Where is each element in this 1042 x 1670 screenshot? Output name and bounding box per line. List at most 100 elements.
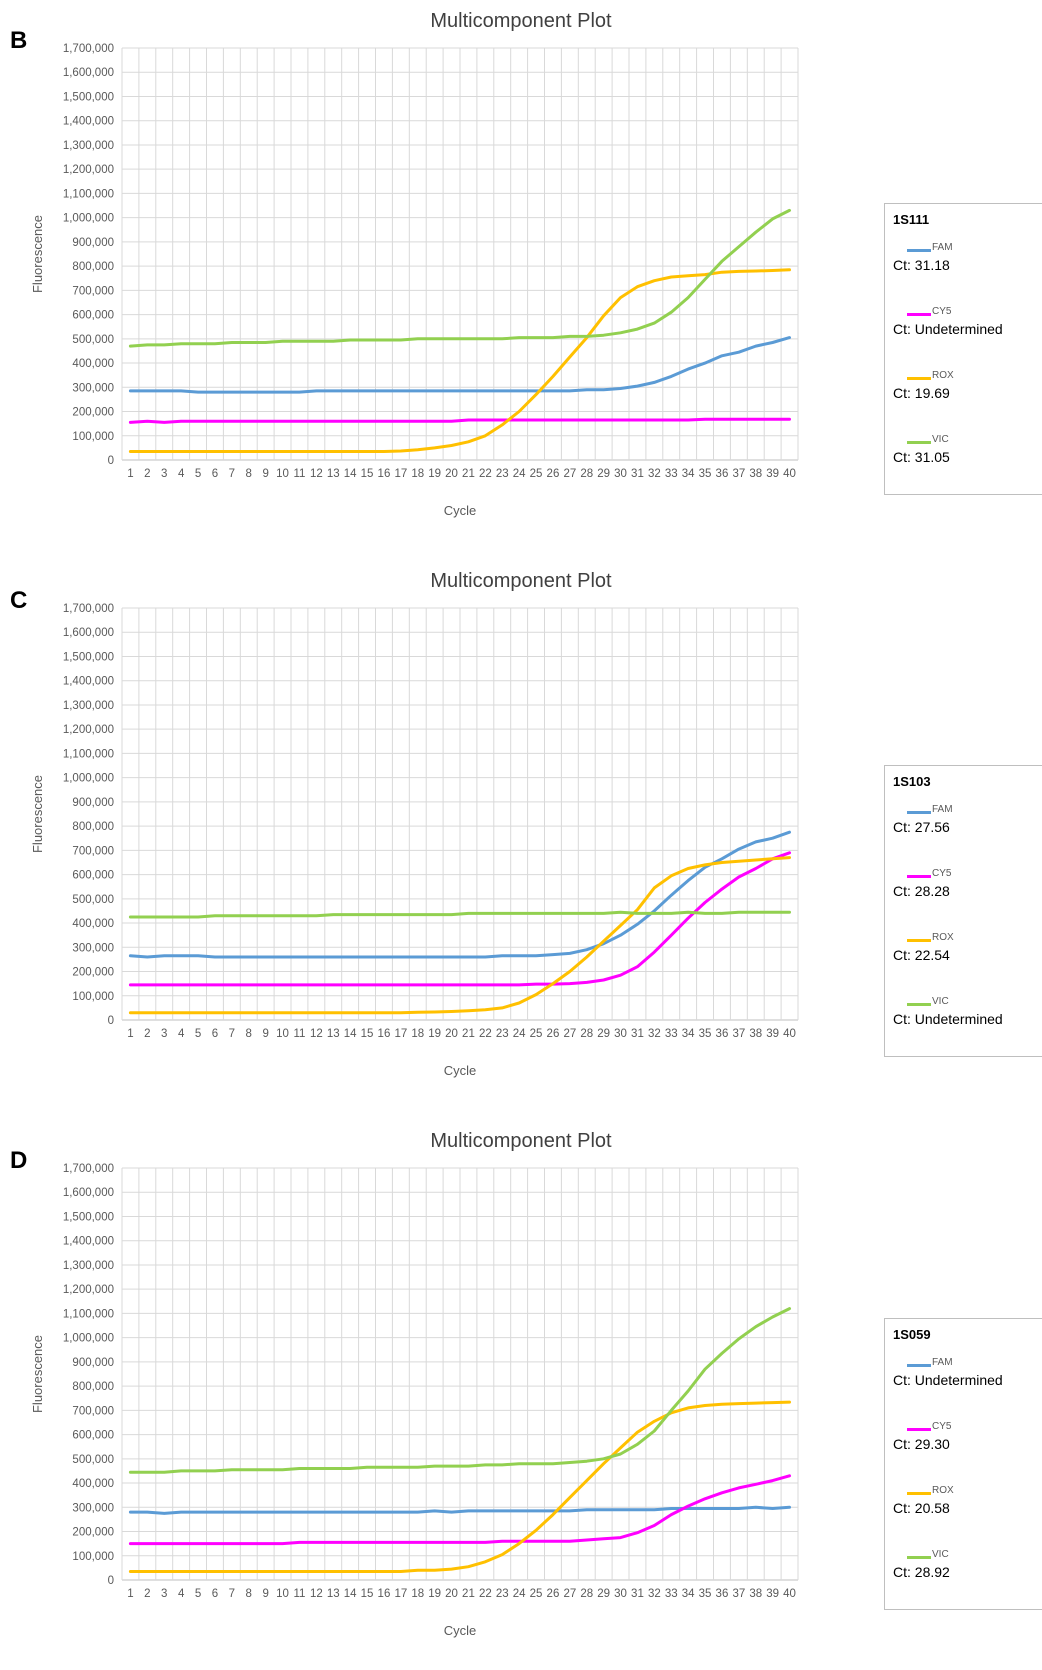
y-tick-label: 400,000	[72, 358, 114, 370]
legend-swatch-cy5	[907, 1428, 931, 1431]
x-tick-label: 40	[783, 468, 796, 480]
x-tick-label: 26	[547, 1028, 560, 1040]
legend-entry-fam: FAM Ct: Undetermined	[893, 1357, 1042, 1397]
x-tick-label: 36	[716, 1028, 729, 1040]
y-tick-label: 1,700,000	[63, 43, 114, 55]
legend-entry-vic: VIC Ct: Undetermined	[893, 996, 1042, 1036]
legend-swatch-cy5	[907, 313, 931, 316]
y-tick-label: 1,700,000	[63, 603, 114, 615]
x-tick-label: 6	[212, 1028, 218, 1040]
x-tick-label: 28	[580, 468, 593, 480]
legend-swatch-fam	[907, 811, 931, 814]
panel-letter: C	[10, 587, 28, 614]
y-axis-title: Fluorescence	[30, 215, 45, 293]
x-tick-label: 39	[766, 1028, 779, 1040]
x-tick-label: 38	[749, 1028, 762, 1040]
series-line-fam	[128, 336, 791, 394]
x-tick-label: 30	[614, 1028, 627, 1040]
y-tick-label: 900,000	[72, 237, 114, 249]
series-line-fam	[128, 1505, 791, 1515]
x-tick-label: 14	[344, 1028, 357, 1040]
x-tick-label: 29	[597, 1588, 610, 1600]
series-line-fam	[128, 830, 791, 959]
x-tick-label: 17	[394, 468, 407, 480]
x-tick-label: 25	[530, 1028, 543, 1040]
y-tick-label: 700,000	[72, 285, 114, 297]
x-tick-label: 11	[293, 1028, 305, 1040]
x-tick-label: 32	[648, 468, 661, 480]
y-tick-label: 1,100,000	[63, 188, 114, 200]
legend-entry-cy5: CY5 Ct: Undetermined	[893, 306, 1042, 346]
x-tick-label: 20	[445, 1588, 458, 1600]
legend-ct-value: Ct: 27.56	[893, 819, 950, 835]
x-tick-label: 34	[682, 1588, 695, 1600]
y-tick-label: 1,600,000	[63, 627, 114, 639]
x-tick-label: 15	[361, 1028, 374, 1040]
legend-label: ROX	[932, 370, 954, 381]
y-tick-label: 1,600,000	[63, 67, 114, 79]
gridlines	[121, 47, 799, 461]
legend-swatch-vic	[907, 1556, 931, 1559]
x-tick-label: 27	[563, 1028, 576, 1040]
x-tick-label: 40	[783, 1588, 796, 1600]
x-tick-label: 4	[178, 1028, 185, 1040]
x-tick-label: 39	[766, 468, 779, 480]
x-tick-label: 36	[716, 1588, 729, 1600]
x-tick-label: 27	[563, 1588, 576, 1600]
x-tick-label: 16	[378, 468, 391, 480]
x-tick-label: 16	[378, 1028, 391, 1040]
x-tick-label: 22	[479, 1588, 492, 1600]
y-tick-label: 100,000	[72, 991, 114, 1003]
x-tick-label: 1	[127, 1028, 133, 1040]
legend-label: ROX	[932, 1485, 954, 1496]
x-tick-label: 13	[327, 1588, 340, 1600]
x-tick-label: 12	[310, 468, 323, 480]
x-tick-label: 27	[563, 468, 576, 480]
legend-ct-value: Ct: 19.69	[893, 385, 950, 401]
x-tick-label: 23	[496, 1028, 509, 1040]
y-tick-label: 300,000	[72, 1502, 114, 1514]
x-tick-label: 26	[547, 1588, 560, 1600]
x-tick-label: 38	[749, 1588, 762, 1600]
series-line-rox	[128, 1400, 791, 1573]
x-tick-label: 39	[766, 1588, 779, 1600]
legend-ct-value: Ct: 28.28	[893, 883, 950, 899]
x-tick-label: 34	[682, 1028, 695, 1040]
x-tick-label: 14	[344, 468, 357, 480]
legend-sample-name: 1S111	[893, 212, 930, 227]
x-tick-label: 8	[246, 1588, 252, 1600]
legend-entry-vic: VIC Ct: 31.05	[893, 434, 1042, 474]
x-tick-label: 19	[428, 468, 441, 480]
legend-entry-fam: FAM Ct: 31.18	[893, 242, 1042, 282]
multicomponent-plot: 0 100,000 200,000 300,000 400,000 500,000 600,…	[30, 603, 799, 1078]
x-tick-label: 5	[195, 1588, 201, 1600]
y-tick-label: 900,000	[72, 797, 114, 809]
x-tick-label: 13	[327, 1028, 340, 1040]
x-tick-label: 7	[229, 468, 235, 480]
panel-c: C Multicomponent Plot 0 100,000 200,000 300…	[0, 560, 1042, 1100]
legend-entry-rox: ROX Ct: 20.58	[893, 1485, 1042, 1525]
x-tick-label: 11	[293, 468, 305, 480]
legend-label: ROX	[932, 932, 954, 943]
x-tick-label: 21	[462, 468, 475, 480]
panel-letter: B	[10, 27, 28, 54]
y-tick-label: 400,000	[72, 918, 114, 930]
legend-ct-value: Ct: 29.30	[893, 1436, 950, 1452]
x-tick-label: 20	[445, 1028, 458, 1040]
legend-ct-value: Ct: 31.18	[893, 257, 950, 273]
series-line-cy5	[128, 1474, 791, 1546]
y-tick-label: 1,500,000	[63, 91, 114, 103]
legend-label: CY5	[932, 1421, 952, 1432]
x-tick-label: 14	[344, 1588, 357, 1600]
y-tick-label: 1,300,000	[63, 140, 114, 152]
x-tick-label: 4	[178, 468, 185, 480]
y-tick-label: 0	[108, 455, 114, 467]
legend-swatch-vic	[907, 441, 931, 444]
legend-swatch-vic	[907, 1003, 931, 1006]
x-tick-label: 33	[665, 1588, 678, 1600]
x-tick-label: 26	[547, 468, 560, 480]
chart-title: Multicomponent Plot	[430, 10, 612, 32]
x-tick-label: 10	[276, 1028, 289, 1040]
x-tick-label: 28	[580, 1588, 593, 1600]
x-tick-label: 25	[530, 468, 543, 480]
